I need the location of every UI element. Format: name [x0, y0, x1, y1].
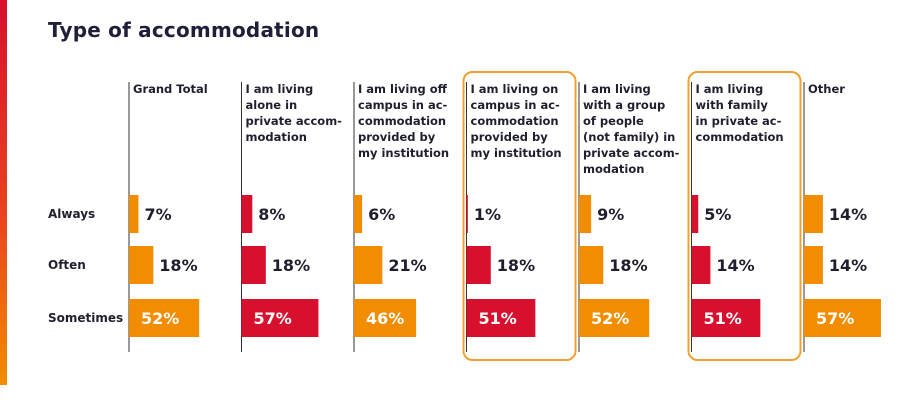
column-label-line: provided by — [358, 130, 436, 144]
column-label-line: private accom- — [246, 114, 343, 128]
column-label-line: campus in ac- — [471, 98, 561, 112]
column-label-line: my institution — [471, 146, 562, 160]
column-label-line: provided by — [471, 130, 549, 144]
column-label-line: modation — [583, 162, 644, 176]
data-label: 18% — [497, 256, 535, 275]
column-label-line: modation — [246, 130, 307, 144]
column-label-line: alone in — [246, 98, 298, 112]
data-label: 51% — [479, 309, 517, 328]
data-label: 5% — [704, 205, 731, 224]
bar-sometimes — [691, 299, 761, 337]
bar-always — [354, 195, 363, 233]
column-label-line: I am living — [583, 82, 651, 96]
column-label-line: I am living — [696, 82, 764, 96]
bar-always — [129, 195, 139, 233]
highlight-box — [462, 71, 577, 361]
bar-always — [579, 195, 592, 233]
row-label-always: Always — [48, 207, 95, 221]
page-title: Type of accommodation — [48, 18, 320, 42]
data-label: 18% — [609, 256, 647, 275]
accent-bar — [0, 0, 7, 385]
column-label-line: commodation — [471, 114, 559, 128]
column-label: I am living with a group of people (not fam… — [583, 82, 680, 176]
data-label: 52% — [591, 309, 629, 328]
bar-often — [241, 246, 266, 284]
data-label: 7% — [144, 205, 171, 224]
bar-often — [804, 246, 823, 284]
data-label: 46% — [366, 309, 404, 328]
bar-always — [691, 195, 699, 233]
data-label: 52% — [141, 309, 179, 328]
data-label: 9% — [597, 205, 624, 224]
column-label-line: commodation — [358, 114, 446, 128]
bar-sometimes — [354, 299, 417, 337]
bar-often — [129, 246, 154, 284]
data-label: 18% — [272, 256, 310, 275]
data-label: 8% — [258, 205, 285, 224]
highlight-box — [687, 71, 802, 361]
data-label: 1% — [474, 205, 501, 224]
column-label-line: Grand Total — [133, 82, 208, 96]
bar-always — [804, 195, 823, 233]
bar-often — [691, 246, 711, 284]
column-label-line: with a group — [583, 98, 665, 112]
bar-sometimes — [804, 299, 881, 337]
column-label-line: Other — [808, 82, 845, 96]
column-label: Other — [808, 82, 845, 96]
column-label-line: I am living — [246, 82, 314, 96]
bar-often — [466, 246, 491, 284]
bar-sometimes — [129, 299, 200, 337]
column-label: I am living alone in private accom-modatio… — [246, 82, 343, 144]
data-label: 57% — [254, 309, 292, 328]
data-label: 57% — [816, 309, 854, 328]
column-label-line: in private ac- — [696, 114, 782, 128]
column-label-line: my institution — [358, 146, 449, 160]
bar-often — [354, 246, 383, 284]
column-label: Grand Total — [133, 82, 208, 96]
bar-sometimes — [466, 299, 536, 337]
bar-always — [466, 195, 468, 233]
column-label-line: of people — [583, 114, 644, 128]
column-label-line: (not family) in — [583, 130, 675, 144]
column-label: I am living with family in private ac-comm… — [696, 82, 784, 144]
data-label: 14% — [716, 256, 754, 275]
row-label-sometimes: Sometimes — [48, 311, 123, 325]
data-label: 51% — [704, 309, 742, 328]
data-label: 6% — [368, 205, 395, 224]
bar-always — [241, 195, 253, 233]
data-label: 21% — [388, 256, 426, 275]
bar-often — [579, 246, 604, 284]
column-label-line: campus in ac- — [358, 98, 448, 112]
data-label: 14% — [829, 205, 867, 224]
column-label: I am living off campus in ac-commodation p… — [358, 82, 449, 160]
bar-sometimes — [579, 299, 650, 337]
bar-sometimes — [241, 299, 319, 337]
column-label-line: commodation — [696, 130, 784, 144]
column-label-line: I am living off — [358, 82, 448, 96]
data-label: 18% — [159, 256, 197, 275]
column-label: I am living on campus in ac-commodation pr… — [471, 82, 562, 160]
column-label-line: I am living on — [471, 82, 559, 96]
column-label-line: with family — [696, 98, 769, 112]
column-label-line: private accom- — [583, 146, 680, 160]
data-label: 14% — [829, 256, 867, 275]
row-label-often: Often — [48, 258, 86, 272]
